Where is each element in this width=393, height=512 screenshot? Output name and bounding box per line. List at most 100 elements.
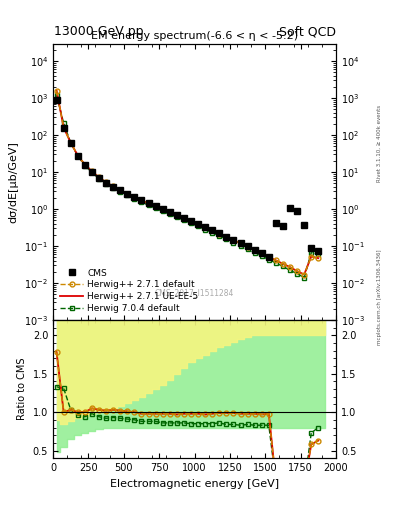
Text: Rivet 3.1.10, ≥ 400k events: Rivet 3.1.10, ≥ 400k events: [377, 105, 382, 182]
Herwig++ 2.7.1 UE-EE-5: [174, 212, 179, 218]
Herwig 7.0.4 default: [125, 192, 130, 198]
Herwig++ 2.7.1 UE-EE-5: [182, 215, 186, 221]
Herwig 7.0.4 default: [61, 120, 66, 126]
Herwig 7.0.4 default: [104, 181, 108, 187]
Herwig++ 2.7.1 default: [118, 187, 123, 193]
CMS: [118, 187, 123, 194]
Herwig 7.0.4 default: [196, 223, 200, 229]
CMS: [238, 240, 243, 246]
Herwig++ 2.7.1 default: [146, 200, 151, 206]
Herwig++ 2.7.1 UE-EE-5: [259, 250, 264, 257]
Herwig 7.0.4 default: [210, 229, 215, 236]
CMS: [182, 215, 186, 221]
Herwig++ 2.7.1 UE-EE-5: [302, 271, 307, 278]
Text: mcplots.cern.ch [arXiv:1306.3436]: mcplots.cern.ch [arXiv:1306.3436]: [377, 249, 382, 345]
Herwig++ 2.7.1 UE-EE-5: [111, 183, 116, 189]
Herwig++ 2.7.1 UE-EE-5: [75, 153, 80, 159]
Herwig++ 2.7.1 default: [224, 233, 229, 240]
Herwig++ 2.7.1 default: [252, 247, 257, 253]
CMS: [231, 237, 236, 243]
Herwig++ 2.7.1 default: [274, 258, 278, 264]
Herwig 7.0.4 default: [111, 185, 116, 191]
Herwig++ 2.7.1 default: [174, 212, 179, 218]
CMS: [61, 124, 66, 131]
Herwig 7.0.4 default: [203, 226, 208, 232]
Herwig++ 2.7.1 default: [266, 254, 271, 260]
Herwig++ 2.7.1 UE-EE-5: [210, 227, 215, 233]
Herwig 7.0.4 default: [83, 162, 87, 168]
Herwig++ 2.7.1 default: [167, 209, 172, 216]
Herwig 7.0.4 default: [132, 196, 137, 202]
Herwig 7.0.4 default: [217, 233, 222, 239]
Herwig++ 2.7.1 default: [259, 250, 264, 257]
Herwig++ 2.7.1 default: [182, 215, 186, 221]
Herwig 7.0.4 default: [118, 188, 123, 195]
CMS: [189, 218, 193, 224]
Herwig++ 2.7.1 UE-EE-5: [139, 197, 144, 203]
Herwig++ 2.7.1 UE-EE-5: [309, 253, 314, 260]
Herwig++ 2.7.1 UE-EE-5: [125, 190, 130, 197]
CMS: [139, 197, 144, 203]
Y-axis label: Ratio to CMS: Ratio to CMS: [17, 358, 27, 420]
CMS: [153, 203, 158, 209]
Herwig++ 2.7.1 UE-EE-5: [189, 218, 193, 224]
Herwig++ 2.7.1 default: [90, 168, 94, 175]
Herwig++ 2.7.1 UE-EE-5: [132, 194, 137, 200]
Herwig++ 2.7.1 default: [111, 183, 116, 189]
Herwig 7.0.4 default: [160, 208, 165, 215]
Herwig++ 2.7.1 UE-EE-5: [61, 124, 66, 131]
CMS: [174, 212, 179, 218]
Herwig++ 2.7.1 UE-EE-5: [83, 161, 87, 167]
CMS: [90, 169, 94, 175]
Herwig++ 2.7.1 UE-EE-5: [288, 264, 292, 270]
Herwig 7.0.4 default: [54, 92, 59, 98]
Herwig 7.0.4 default: [288, 267, 292, 273]
CMS: [75, 153, 80, 159]
Herwig++ 2.7.1 UE-EE-5: [281, 261, 285, 267]
Herwig++ 2.7.1 default: [238, 240, 243, 246]
Herwig++ 2.7.1 UE-EE-5: [167, 209, 172, 216]
Herwig++ 2.7.1 UE-EE-5: [97, 174, 101, 180]
CMS: [210, 227, 215, 233]
Herwig++ 2.7.1 UE-EE-5: [104, 179, 108, 185]
CMS: [97, 175, 101, 181]
Herwig 7.0.4 default: [189, 220, 193, 226]
Herwig++ 2.7.1 default: [281, 261, 285, 267]
Herwig 7.0.4 default: [174, 214, 179, 220]
CMS: [146, 200, 151, 206]
Herwig++ 2.7.1 UE-EE-5: [203, 224, 208, 230]
CMS: [203, 224, 208, 230]
Herwig 7.0.4 default: [146, 202, 151, 208]
Herwig 7.0.4 default: [281, 263, 285, 269]
Line: CMS: CMS: [53, 97, 321, 260]
Herwig 7.0.4 default: [224, 236, 229, 242]
Herwig++ 2.7.1 default: [302, 271, 307, 278]
Herwig++ 2.7.1 default: [309, 253, 314, 260]
Herwig++ 2.7.1 default: [97, 174, 101, 180]
CMS: [316, 248, 321, 254]
Line: Herwig 7.0.4 default: Herwig 7.0.4 default: [54, 93, 321, 280]
CMS: [217, 230, 222, 237]
CMS: [252, 247, 257, 253]
Legend: CMS, Herwig++ 2.7.1 default, Herwig++ 2.7.1 UE-EE-5, Herwig 7.0.4 default: CMS, Herwig++ 2.7.1 default, Herwig++ 2.…: [57, 266, 201, 315]
CMS: [167, 209, 172, 215]
Herwig++ 2.7.1 default: [316, 255, 321, 261]
Herwig++ 2.7.1 UE-EE-5: [231, 237, 236, 243]
Herwig++ 2.7.1 default: [160, 206, 165, 212]
Herwig 7.0.4 default: [238, 243, 243, 249]
Herwig++ 2.7.1 default: [104, 179, 108, 185]
Herwig 7.0.4 default: [167, 211, 172, 218]
CMS: [224, 233, 229, 240]
Herwig 7.0.4 default: [182, 217, 186, 223]
CMS: [104, 180, 108, 186]
Y-axis label: dσ/dE[μb/GeV]: dσ/dE[μb/GeV]: [9, 141, 18, 223]
CMS: [295, 208, 299, 214]
Herwig++ 2.7.1 default: [139, 197, 144, 203]
Herwig++ 2.7.1 UE-EE-5: [274, 258, 278, 264]
Herwig 7.0.4 default: [90, 169, 94, 176]
Herwig++ 2.7.1 UE-EE-5: [68, 140, 73, 146]
Herwig++ 2.7.1 UE-EE-5: [316, 255, 321, 261]
Herwig++ 2.7.1 UE-EE-5: [295, 268, 299, 274]
Herwig 7.0.4 default: [68, 140, 73, 146]
CMS: [266, 253, 271, 260]
